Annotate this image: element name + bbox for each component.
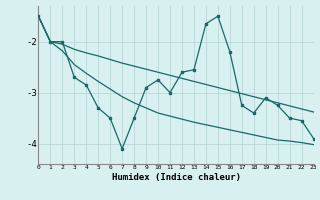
X-axis label: Humidex (Indice chaleur): Humidex (Indice chaleur) [111, 173, 241, 182]
